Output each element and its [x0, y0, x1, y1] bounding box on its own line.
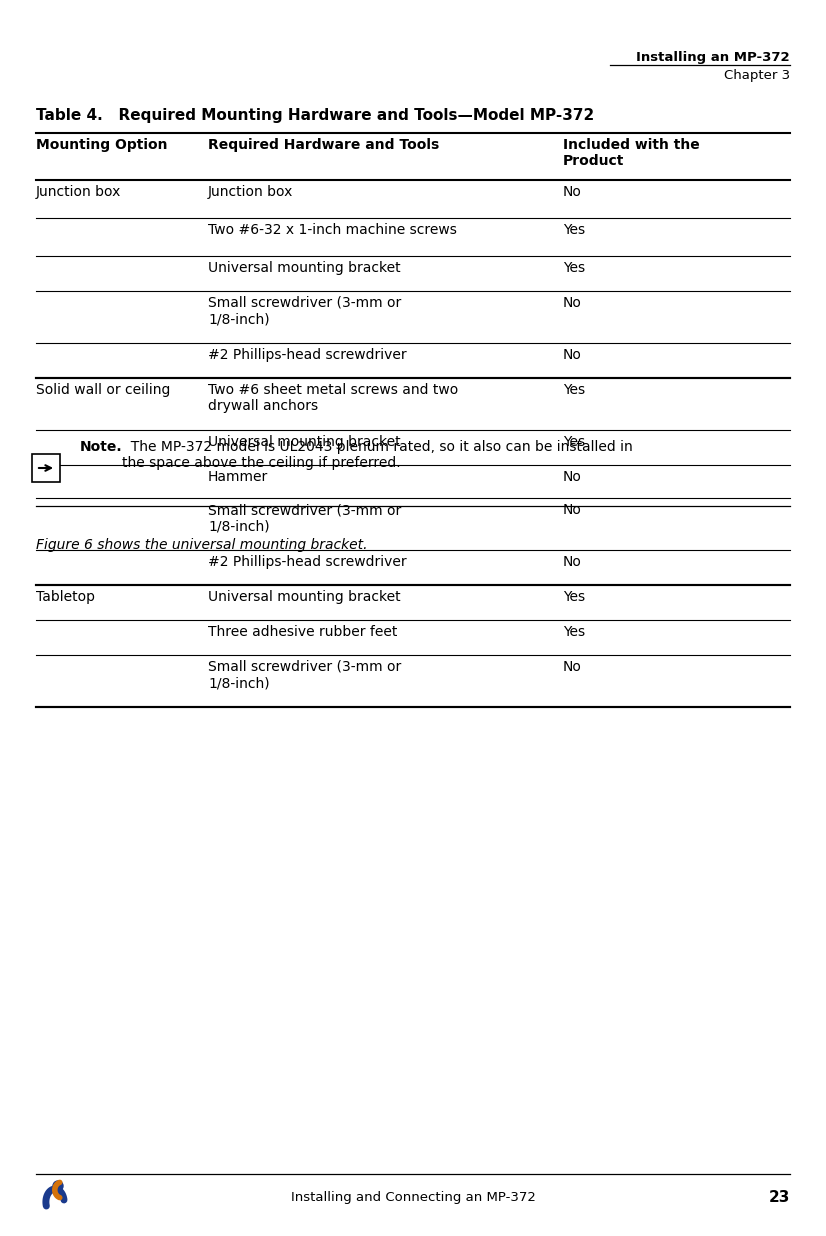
Text: Hammer: Hammer	[208, 470, 268, 485]
Text: Small screwdriver (3-mm or
1/8-inch): Small screwdriver (3-mm or 1/8-inch)	[208, 295, 401, 326]
Text: No: No	[563, 503, 582, 517]
Text: Yes: Yes	[563, 383, 585, 397]
Text: Two #6 sheet metal screws and two
drywall anchors: Two #6 sheet metal screws and two drywal…	[208, 383, 458, 413]
Text: No: No	[563, 295, 582, 310]
Text: Mounting Option: Mounting Option	[36, 138, 168, 152]
Text: Yes: Yes	[563, 435, 585, 449]
Text: Universal mounting bracket: Universal mounting bracket	[208, 590, 401, 604]
Text: Yes: Yes	[563, 625, 585, 639]
Text: Note.: Note.	[80, 440, 122, 454]
Text: Junction box: Junction box	[208, 185, 293, 199]
Text: Three adhesive rubber feet: Three adhesive rubber feet	[208, 625, 397, 639]
Text: Small screwdriver (3-mm or
1/8-inch): Small screwdriver (3-mm or 1/8-inch)	[208, 503, 401, 533]
Text: Universal mounting bracket: Universal mounting bracket	[208, 435, 401, 449]
Circle shape	[53, 1182, 63, 1192]
Text: Tabletop: Tabletop	[36, 590, 95, 604]
Text: Two #6-32 x 1-inch machine screws: Two #6-32 x 1-inch machine screws	[208, 222, 457, 237]
Text: Required Hardware and Tools: Required Hardware and Tools	[208, 138, 439, 152]
Text: #2 Phillips-head screwdriver: #2 Phillips-head screwdriver	[208, 349, 406, 362]
Text: Installing an MP-372: Installing an MP-372	[636, 51, 790, 64]
Text: No: No	[563, 555, 582, 569]
Text: Small screwdriver (3-mm or
1/8-inch): Small screwdriver (3-mm or 1/8-inch)	[208, 660, 401, 690]
Text: 23: 23	[769, 1190, 790, 1205]
Text: Junction box: Junction box	[36, 185, 121, 199]
Text: No: No	[563, 349, 582, 362]
Text: Included with the
Product: Included with the Product	[563, 138, 700, 168]
Text: Table 4.   Required Mounting Hardware and Tools—Model MP-372: Table 4. Required Mounting Hardware and …	[36, 108, 594, 124]
Text: Yes: Yes	[563, 261, 585, 274]
Text: Yes: Yes	[563, 590, 585, 604]
Text: No: No	[563, 660, 582, 674]
Text: No: No	[563, 470, 582, 485]
Text: Figure 6 shows the universal mounting bracket.: Figure 6 shows the universal mounting br…	[36, 538, 368, 552]
Text: Installing and Connecting an MP-372: Installing and Connecting an MP-372	[291, 1192, 535, 1205]
Text: Chapter 3: Chapter 3	[724, 69, 790, 82]
Text: No: No	[563, 185, 582, 199]
Text: #2 Phillips-head screwdriver: #2 Phillips-head screwdriver	[208, 555, 406, 569]
Text: Yes: Yes	[563, 222, 585, 237]
Text: The MP-372 model is UL2043 plenum rated, so it also can be installed in
the spac: The MP-372 model is UL2043 plenum rated,…	[122, 440, 633, 470]
Text: Solid wall or ceiling: Solid wall or ceiling	[36, 383, 170, 397]
FancyBboxPatch shape	[32, 454, 60, 482]
Text: Universal mounting bracket: Universal mounting bracket	[208, 261, 401, 274]
